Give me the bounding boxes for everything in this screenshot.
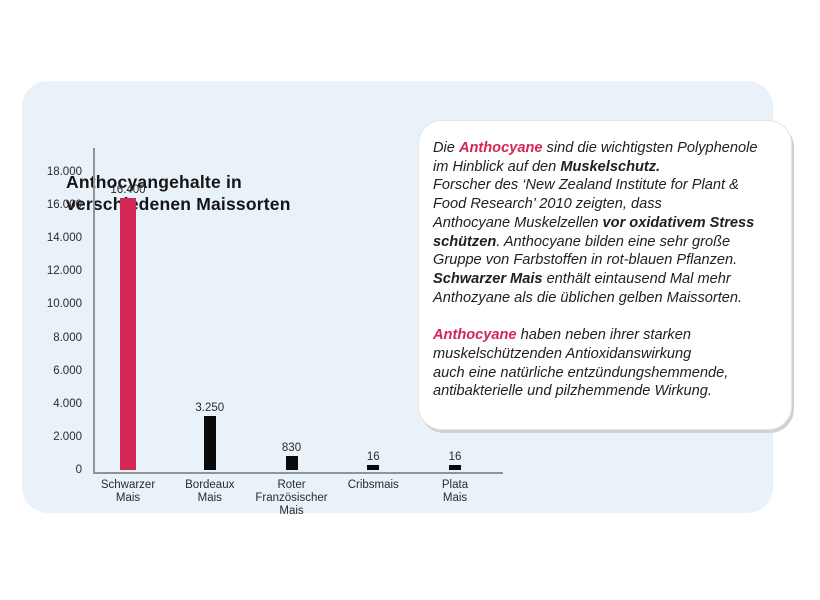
x-axis-category-label: Schwarzer Mais	[100, 479, 156, 504]
y-axis-tick-label: 2.000	[53, 430, 82, 443]
body-text: enthält eintausend Mal mehr Anthozyane a…	[433, 270, 743, 306]
bar-value-label: 16	[448, 451, 462, 463]
body-text: Die	[433, 140, 459, 156]
y-axis-tick-label: 6.000	[53, 364, 82, 377]
accent-text: Anthocyane	[458, 140, 543, 156]
bold-text: Schwarzer Mais	[433, 270, 543, 287]
bar-value-label: 3.250	[195, 402, 225, 415]
y-axis-tick-label: 12.000	[46, 265, 82, 278]
y-axis-tick-label: 4.000	[53, 397, 82, 410]
bar-value-label: 16.400	[110, 184, 146, 197]
x-axis-line	[93, 472, 503, 474]
bar-value-label: 16	[366, 451, 380, 463]
y-axis-tick-label: 10.000	[46, 298, 82, 311]
y-axis-tick-label: 8.000	[53, 331, 82, 344]
y-axis-tick-label: 18.000	[46, 166, 82, 178]
y-axis-tick-label: 14.000	[46, 232, 82, 245]
info-paragraph: Die Anthocyane sind die wichtigsten Poly…	[433, 139, 779, 307]
bar-plata-mais	[449, 465, 461, 470]
accent-text: Anthocyane	[433, 327, 517, 344]
bar-bordeaux-mais	[203, 416, 216, 470]
x-axis-category-label: Roter Französischer Mais	[255, 479, 328, 517]
bar-schwarzer-mais	[120, 198, 136, 470]
bar-cribsmais	[367, 465, 380, 470]
body-text: sind die wichtigsten Polyphenole im Hinb…	[433, 140, 758, 175]
bold-text: vor oxidativem Stress schützen	[433, 214, 755, 250]
info-paragraph: Anthocyane haben neben ihrer starken mus…	[433, 326, 779, 401]
y-axis-tick-label: 0	[75, 464, 82, 476]
bar-roter-franz-sischer-mais	[285, 456, 298, 470]
bold-text: Muskelschutz.	[560, 158, 661, 175]
info-box: Die Anthocyane sind die wichtigsten Poly…	[418, 120, 792, 430]
x-axis-category-label: Plata Mais	[441, 479, 469, 504]
body-text: haben neben ihrer starken muskelschützen…	[433, 327, 729, 400]
y-axis-line	[93, 148, 95, 474]
body-text: Forscher des ‘New Zealand Institute for …	[433, 177, 739, 231]
x-axis-category-label: Bordeaux Mais	[185, 479, 235, 504]
y-axis-tick-label: 16.000	[46, 199, 82, 212]
body-text: . Anthocyane bilden eine sehr große Grup…	[433, 233, 738, 269]
bar-value-label: 830	[281, 442, 302, 455]
x-axis-category-label: Cribsmais	[347, 479, 399, 491]
